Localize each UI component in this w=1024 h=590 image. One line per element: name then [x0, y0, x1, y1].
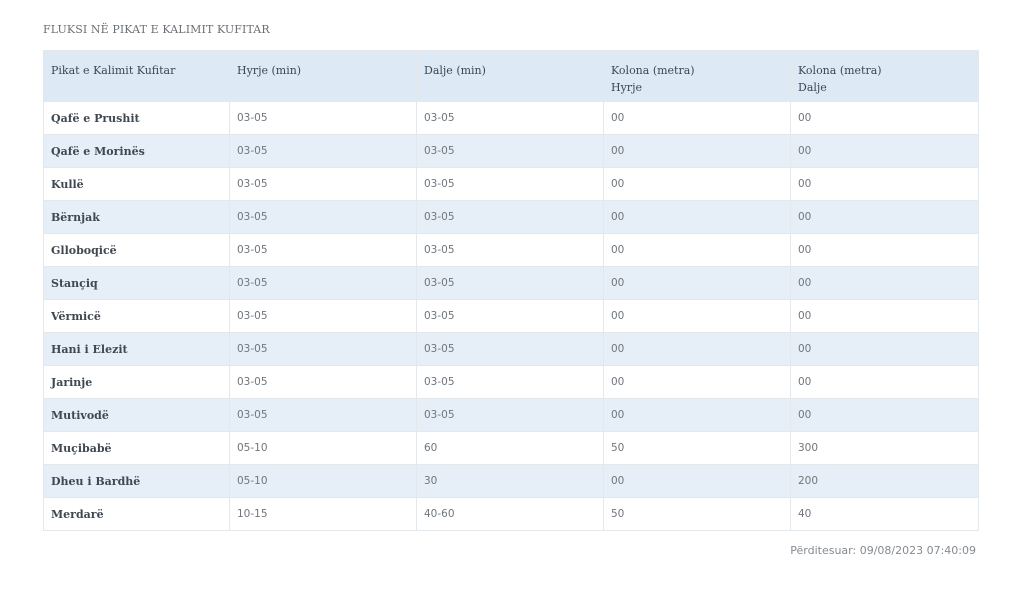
queue-entry: 00: [603, 365, 791, 399]
crossing-point-name: Mutivodë: [43, 398, 230, 432]
crossing-point-name: Vërmicë: [43, 299, 230, 333]
entry-time: 03-05: [229, 266, 417, 300]
queue-entry: 00: [603, 398, 791, 432]
entry-time: 05-10: [229, 464, 417, 498]
queue-entry: 50: [603, 431, 791, 465]
exit-time: 03-05: [416, 398, 604, 432]
crossing-point-name: Jarinje: [43, 365, 230, 399]
queue-exit: 00: [790, 167, 979, 201]
crossing-point-name: Qafë e Prushit: [43, 101, 230, 135]
queue-exit: 00: [790, 200, 979, 234]
queue-entry: 00: [603, 134, 791, 168]
queue-entry: 00: [603, 101, 791, 135]
table-row: Jarinje 03-05 03-05 00 00: [43, 365, 979, 399]
exit-time: 03-05: [416, 101, 604, 135]
table-row: Glloboqicë 03-05 03-05 00 00: [43, 233, 979, 267]
queue-entry: 00: [603, 200, 791, 234]
crossing-point-name: Muçibabë: [43, 431, 230, 465]
table-body: Qafë e Prushit 03-05 03-05 00 00 Qafë e Morin…: [43, 101, 979, 531]
queue-exit: 300: [790, 431, 979, 465]
queue-entry: 50: [603, 497, 791, 531]
column-header-crossing-point: Pikat e Kalimit Kufitar: [43, 50, 230, 102]
entry-time: 03-05: [229, 299, 417, 333]
table-row: Merdarë 10-15 40-60 50 40: [43, 497, 979, 531]
exit-time: 60: [416, 431, 604, 465]
table-header-row: Pikat e Kalimit Kufitar Hyrje (min) Dalje …: [43, 50, 979, 102]
page-title: FLUKSI NË PIKAT E KALIMIT KUFITAR: [43, 23, 270, 36]
table-row: Dheu i Bardhë 05-10 30 00 200: [43, 464, 979, 498]
table-row: Stançiq 03-05 03-05 00 00: [43, 266, 979, 300]
queue-exit: 40: [790, 497, 979, 531]
crossing-point-name: Hani i Elezit: [43, 332, 230, 366]
queue-exit: 00: [790, 134, 979, 168]
crossing-point-name: Qafë e Morinës: [43, 134, 230, 168]
queue-exit: 200: [790, 464, 979, 498]
entry-time: 03-05: [229, 365, 417, 399]
column-header-entry-min: Hyrje (min): [229, 50, 417, 102]
entry-time: 03-05: [229, 134, 417, 168]
exit-time: 03-05: [416, 167, 604, 201]
crossing-point-name: Kullë: [43, 167, 230, 201]
crossing-point-name: Dheu i Bardhë: [43, 464, 230, 498]
exit-time: 03-05: [416, 299, 604, 333]
table-row: Kullë 03-05 03-05 00 00: [43, 167, 979, 201]
exit-time: 03-05: [416, 365, 604, 399]
queue-entry: 00: [603, 464, 791, 498]
column-header-queue-entry: Kolona (metra) Hyrje: [603, 50, 791, 102]
queue-exit: 00: [790, 233, 979, 267]
exit-time: 03-05: [416, 233, 604, 267]
queue-entry: 00: [603, 299, 791, 333]
queue-exit: 00: [790, 266, 979, 300]
entry-time: 03-05: [229, 200, 417, 234]
column-header-queue-exit: Kolona (metra) Dalje: [790, 50, 979, 102]
table-row: Muçibabë 05-10 60 50 300: [43, 431, 979, 465]
entry-time: 03-05: [229, 398, 417, 432]
queue-exit: 00: [790, 101, 979, 135]
queue-entry: 00: [603, 167, 791, 201]
queue-exit: 00: [790, 398, 979, 432]
entry-time: 03-05: [229, 332, 417, 366]
crossing-point-name: Stançiq: [43, 266, 230, 300]
last-updated-timestamp: Përditesuar: 09/08/2023 07:40:09: [790, 544, 976, 557]
queue-entry: 00: [603, 332, 791, 366]
entry-time: 10-15: [229, 497, 417, 531]
table-row: Mutivodë 03-05 03-05 00 00: [43, 398, 979, 432]
queue-exit: 00: [790, 365, 979, 399]
exit-time: 03-05: [416, 332, 604, 366]
table-row: Hani i Elezit 03-05 03-05 00 00: [43, 332, 979, 366]
exit-time: 03-05: [416, 266, 604, 300]
crossing-point-name: Glloboqicë: [43, 233, 230, 267]
queue-exit: 00: [790, 299, 979, 333]
crossing-point-name: Merdarë: [43, 497, 230, 531]
exit-time: 03-05: [416, 134, 604, 168]
border-flux-table: Pikat e Kalimit Kufitar Hyrje (min) Dalje …: [43, 50, 979, 531]
table-row: Qafë e Morinës 03-05 03-05 00 00: [43, 134, 979, 168]
table-row: Vërmicë 03-05 03-05 00 00: [43, 299, 979, 333]
entry-time: 03-05: [229, 233, 417, 267]
entry-time: 05-10: [229, 431, 417, 465]
exit-time: 30: [416, 464, 604, 498]
exit-time: 03-05: [416, 200, 604, 234]
queue-exit: 00: [790, 332, 979, 366]
column-header-exit-min: Dalje (min): [416, 50, 604, 102]
queue-entry: 00: [603, 266, 791, 300]
entry-time: 03-05: [229, 101, 417, 135]
entry-time: 03-05: [229, 167, 417, 201]
exit-time: 40-60: [416, 497, 604, 531]
table-row: Bërnjak 03-05 03-05 00 00: [43, 200, 979, 234]
queue-entry: 00: [603, 233, 791, 267]
table-row: Qafë e Prushit 03-05 03-05 00 00: [43, 101, 979, 135]
crossing-point-name: Bërnjak: [43, 200, 230, 234]
